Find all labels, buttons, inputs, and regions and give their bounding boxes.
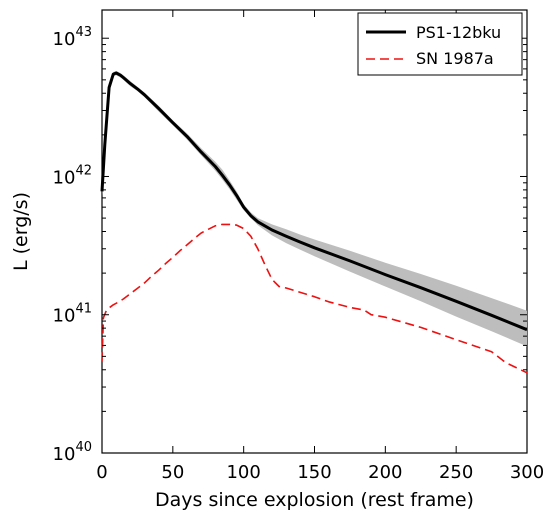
plot-frame <box>101 9 528 454</box>
series-layer <box>100 70 528 374</box>
legend: PS1-12bku SN 1987a <box>357 12 523 76</box>
y-axis-label: L (erg/s) <box>10 192 32 271</box>
legend-box <box>357 12 523 76</box>
x-axis-label: Days since explosion (rest frame) <box>155 489 474 511</box>
series-band-ps1-12bku <box>102 70 527 347</box>
y-tick-exponent: 43 <box>75 25 92 40</box>
y-tick-label-40: 1040 <box>53 440 92 465</box>
x-tick-label-0: 0 <box>96 462 107 483</box>
x-tick-label-300: 300 <box>510 462 544 483</box>
y-tick-label-43: 1043 <box>53 25 92 50</box>
y-tick-base: 10 <box>53 167 76 188</box>
x-tick-label-200: 200 <box>368 462 402 483</box>
x-tick-label-250: 250 <box>439 462 473 483</box>
y-tick-exponent: 42 <box>75 163 92 178</box>
legend-label-sn-1987a: SN 1987a <box>416 49 494 68</box>
y-tick-base: 10 <box>53 29 76 50</box>
y-tick-base: 10 <box>53 444 76 465</box>
x-tick-label-50: 50 <box>161 462 184 483</box>
series-line-ps1-12bku <box>100 71 528 332</box>
y-tick-base: 10 <box>53 306 76 327</box>
y-tick-label-42: 1042 <box>53 163 92 188</box>
series-line-sn-1987a <box>101 223 528 374</box>
x-tick-label-150: 150 <box>297 462 331 483</box>
y-tick-label-41: 1041 <box>53 302 92 327</box>
y-tick-exponent: 41 <box>75 302 92 317</box>
y-tick-exponent: 40 <box>75 440 92 455</box>
x-tick-label-100: 100 <box>226 462 260 483</box>
legend-label-ps1-12bku: PS1-12bku <box>416 23 501 42</box>
